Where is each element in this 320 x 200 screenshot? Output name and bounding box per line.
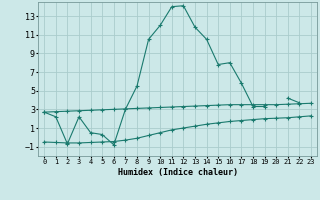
X-axis label: Humidex (Indice chaleur): Humidex (Indice chaleur) bbox=[118, 168, 238, 177]
